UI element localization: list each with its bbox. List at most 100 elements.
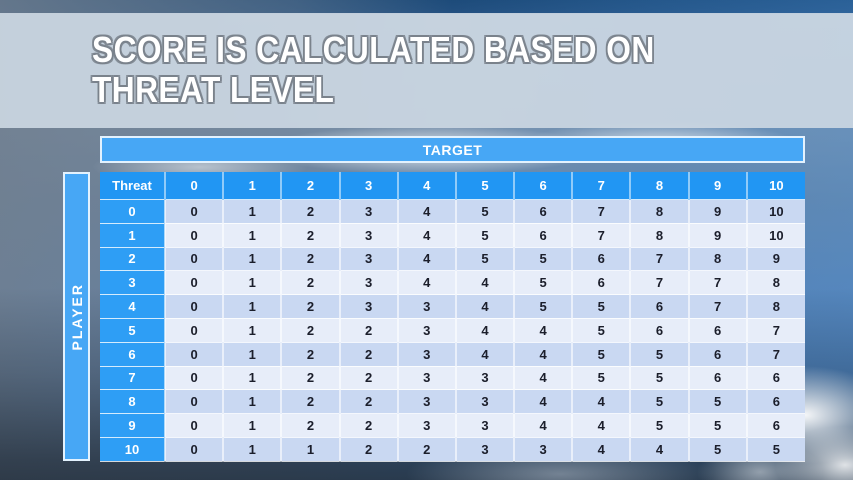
score-cell: 4 xyxy=(397,199,457,224)
column-header-cell: 7 xyxy=(572,172,632,200)
score-cell: 2 xyxy=(281,342,341,367)
score-cell: 5 xyxy=(630,413,690,438)
row-header-cell: 4 xyxy=(100,294,166,319)
column-header-cell: 6 xyxy=(514,172,574,200)
score-cell: 5 xyxy=(572,318,632,343)
score-table-body: 0 0 1 2 3 4 5 6 7 8 9 10 1 0 1 2 3 4 5 6 7 8 9 10 2 0 1 2 3 4 5 5 6 7 8 9 3 0… xyxy=(100,199,805,462)
score-cell: 2 xyxy=(281,389,341,415)
score-cell: 4 xyxy=(455,294,516,319)
score-cell: 2 xyxy=(339,389,399,415)
score-cell: 4 xyxy=(397,270,457,296)
player-axis-banner: PLAYER xyxy=(63,172,90,461)
row-header-cell: 0 xyxy=(100,199,166,224)
score-cell: 1 xyxy=(223,318,283,343)
score-cell: 0 xyxy=(165,342,225,367)
score-cell: 0 xyxy=(165,366,225,391)
player-axis-label: PLAYER xyxy=(68,282,85,351)
column-header-cell: 5 xyxy=(455,172,516,200)
row-header-cell: 3 xyxy=(100,270,166,296)
score-cell: 7 xyxy=(630,247,690,272)
score-cell: 4 xyxy=(514,413,574,438)
score-cell: 2 xyxy=(339,366,399,391)
score-cell: 1 xyxy=(223,437,283,462)
score-cell: 7 xyxy=(572,223,632,248)
score-cell: 1 xyxy=(223,366,283,391)
score-cell: 8 xyxy=(630,223,690,248)
score-cell: 1 xyxy=(223,389,283,415)
score-cell: 6 xyxy=(630,318,690,343)
score-table: Threat 0 1 2 3 4 5 6 7 8 9 10 0 0 1 2 3 4 5 6 7 8 9 10 1 0 1 2 3 4 5 6… xyxy=(100,172,805,462)
score-cell: 1 xyxy=(223,342,283,367)
score-cell: 5 xyxy=(572,342,632,367)
score-cell: 5 xyxy=(630,342,690,367)
score-cell: 4 xyxy=(572,413,632,438)
score-cell: 7 xyxy=(688,270,748,296)
score-cell: 2 xyxy=(281,270,341,296)
score-cell: 3 xyxy=(397,389,457,415)
score-cell: 0 xyxy=(165,413,225,438)
slide-title-line2: THREAT LEVEL xyxy=(92,69,335,110)
score-cell: 9 xyxy=(688,223,748,248)
score-cell: 3 xyxy=(455,413,516,438)
score-cell: 4 xyxy=(455,342,516,367)
row-header-cell: 10 xyxy=(100,437,166,462)
header-row: Threat 0 1 2 3 4 5 6 7 8 9 10 xyxy=(100,172,805,200)
score-cell: 5 xyxy=(746,437,805,462)
column-header-cell: 1 xyxy=(223,172,283,200)
score-cell: 4 xyxy=(397,247,457,272)
score-cell: 0 xyxy=(165,199,225,224)
score-cell: 2 xyxy=(339,342,399,367)
score-cell: 3 xyxy=(339,270,399,296)
column-header-cell: 10 xyxy=(746,172,805,200)
score-cell: 2 xyxy=(281,247,341,272)
score-cell: 5 xyxy=(514,247,574,272)
row-header-cell: 6 xyxy=(100,342,166,367)
score-cell: 5 xyxy=(455,247,516,272)
score-cell: 8 xyxy=(746,294,805,319)
score-cell: 0 xyxy=(165,389,225,415)
score-cell: 1 xyxy=(223,294,283,319)
score-cell: 1 xyxy=(223,199,283,224)
column-header-cell: 8 xyxy=(630,172,690,200)
score-cell: 1 xyxy=(223,413,283,438)
score-cell: 0 xyxy=(165,223,225,248)
score-cell: 2 xyxy=(281,223,341,248)
score-cell: 8 xyxy=(630,199,690,224)
score-cell: 7 xyxy=(746,342,805,367)
score-cell: 4 xyxy=(455,318,516,343)
score-cell: 10 xyxy=(746,199,805,224)
score-cell: 2 xyxy=(397,437,457,462)
slide-title: SCORE IS CALCULATED BASED ON THREAT LEVE… xyxy=(92,30,655,110)
score-cell: 6 xyxy=(688,318,748,343)
score-cell: 2 xyxy=(281,294,341,319)
score-cell: 5 xyxy=(455,199,516,224)
score-cell: 6 xyxy=(572,247,632,272)
score-cell: 5 xyxy=(514,270,574,296)
score-cell: 4 xyxy=(514,366,574,391)
score-cell: 5 xyxy=(572,294,632,319)
score-cell: 0 xyxy=(165,437,225,462)
score-cell: 7 xyxy=(630,270,690,296)
score-cell: 3 xyxy=(455,366,516,391)
table-row: 10 0 1 1 2 2 3 3 4 4 5 5 xyxy=(100,437,805,462)
score-table-header: Threat 0 1 2 3 4 5 6 7 8 9 10 xyxy=(100,172,805,200)
score-cell: 5 xyxy=(572,366,632,391)
corner-header-cell: Threat xyxy=(100,172,166,200)
score-cell: 2 xyxy=(339,318,399,343)
row-header-cell: 2 xyxy=(100,247,166,272)
score-cell: 7 xyxy=(746,318,805,343)
row-header-cell: 7 xyxy=(100,366,166,391)
score-cell: 3 xyxy=(455,437,516,462)
score-cell: 6 xyxy=(746,389,805,415)
score-cell: 6 xyxy=(746,413,805,438)
score-cell: 2 xyxy=(281,413,341,438)
score-cell: 3 xyxy=(397,366,457,391)
score-cell: 2 xyxy=(281,199,341,224)
score-cell: 0 xyxy=(165,270,225,296)
title-band: SCORE IS CALCULATED BASED ON THREAT LEVE… xyxy=(0,13,853,128)
